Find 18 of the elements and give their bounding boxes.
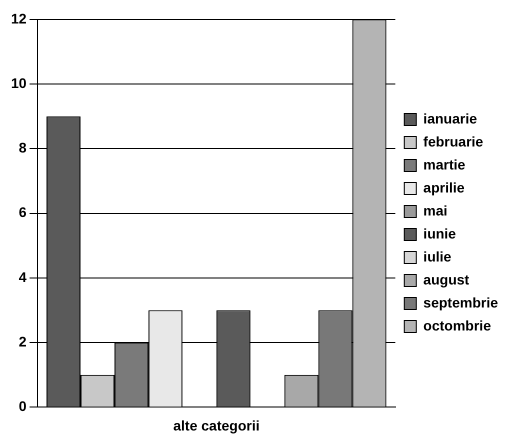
y-tick-label: 6 — [18, 204, 27, 220]
legend-label: ianuarie — [423, 110, 478, 126]
y-tick-label: 12 — [10, 10, 27, 26]
legend-label: mai — [423, 202, 448, 218]
legend-label: martie — [423, 156, 466, 172]
y-tick-label: 4 — [18, 268, 27, 285]
legend-label: aprilie — [423, 179, 465, 196]
legend-label: octombrie — [423, 317, 492, 334]
y-tick-label: 8 — [18, 140, 27, 156]
legend-label: august — [423, 271, 470, 288]
y-tick-label: 0 — [18, 398, 27, 414]
y-tick-label: 10 — [10, 74, 27, 91]
x-tick-label: alte categorii — [173, 417, 260, 434]
legend-label: iunie — [423, 225, 456, 242]
legend-label: iulie — [423, 248, 452, 264]
y-tick-label: 2 — [18, 333, 27, 350]
legend-label: septembrie — [423, 294, 498, 310]
legend-label: februarie — [423, 133, 484, 150]
